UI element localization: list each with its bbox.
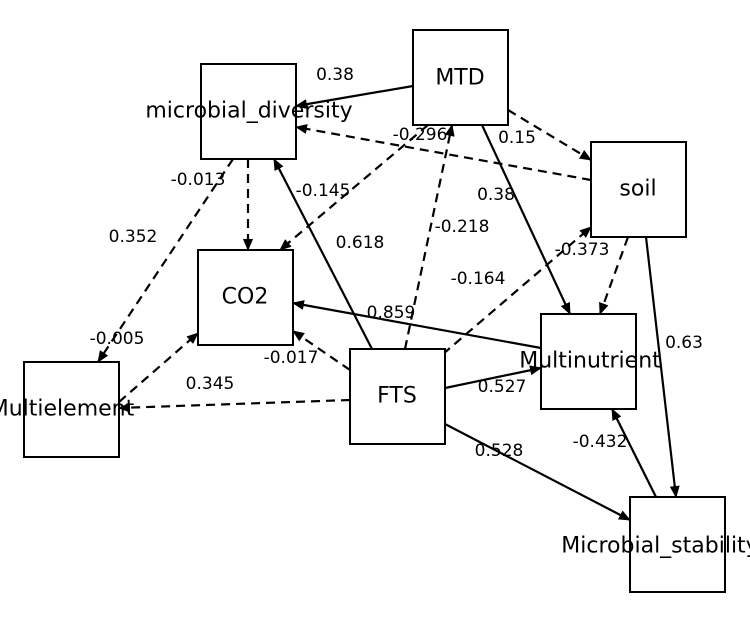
edge-coefficient-label: -0.017 <box>264 348 319 368</box>
node-label: CO2 <box>222 285 269 310</box>
node-mtd: MTD <box>412 29 509 126</box>
node-microbial-stability: Microbial_stability <box>561 496 750 593</box>
edge-multielement-to-co2 <box>118 332 199 403</box>
edge-fts-to-soil <box>442 226 592 355</box>
edge-coefficient-label: -0.432 <box>573 432 628 452</box>
node-soil: soil <box>590 141 687 238</box>
node-box <box>197 249 294 346</box>
edge-coefficient-label: -0.164 <box>451 269 506 289</box>
node-microbial-diversity: microbial_diversity <box>145 63 353 160</box>
node-label: soil <box>619 177 656 202</box>
edge-coefficient-label: 0.618 <box>336 233 385 253</box>
node-box <box>200 63 297 160</box>
edge-mtd-to-microbial-diversity <box>295 84 414 110</box>
edge-fts-to-mtd <box>403 124 455 350</box>
node-box <box>590 141 687 238</box>
edge-soil-to-multinutrient <box>598 236 630 315</box>
edge-mtd-to-soil <box>507 109 592 161</box>
node-label: microbial_diversity <box>145 99 352 124</box>
edge-coefficient-label: -0.296 <box>393 125 448 145</box>
node-fts: FTS <box>349 348 446 445</box>
edge-coefficient-label: 0.15 <box>498 128 536 148</box>
node-co2: CO2 <box>197 249 294 346</box>
node-label: Multielement <box>0 397 135 422</box>
node-multinutrient: Multinutrient <box>519 313 661 410</box>
edge-fts-to-microbial-diversity <box>273 158 373 350</box>
edge-microbial-stability-to-multinutrient <box>611 408 657 498</box>
edge-coefficient-label: 0.38 <box>316 65 354 85</box>
edge-coefficient-label: -0.373 <box>555 240 610 260</box>
edge-soil-to-microbial-stability <box>644 236 680 498</box>
edge-coefficient-label: 0.345 <box>186 374 235 394</box>
edge-coefficient-label: 0.859 <box>367 303 416 323</box>
node-multielement: Multielement <box>0 361 135 458</box>
edge-mtd-to-multinutrient <box>481 124 571 315</box>
node-box <box>412 29 509 126</box>
edge-fts-to-multielement <box>118 398 351 413</box>
node-box <box>540 313 637 410</box>
edge-fts-to-co2 <box>292 330 351 371</box>
edge-fts-to-multinutrient <box>444 365 542 390</box>
edge-coefficient-label: -0.013 <box>171 170 226 190</box>
edge-labels-layer: 0.38 0.15 0.38 -0.296 -0.013 0.352 -0.145 0.618… <box>90 65 703 461</box>
node-label: Microbial_stability <box>561 534 750 559</box>
edge-fts-to-microbial-stability <box>444 423 631 521</box>
edge-coefficient-label: -0.005 <box>90 329 145 349</box>
edge-coefficient-label: 0.352 <box>109 227 158 247</box>
edge-soil-to-microbial-diversity <box>295 124 592 182</box>
node-label: FTS <box>377 384 417 409</box>
edge-coefficient-label: -0.145 <box>296 181 351 201</box>
edge-coefficient-label: 0.38 <box>477 185 515 205</box>
edge-mtd-to-co2 <box>279 124 429 251</box>
node-label: Multinutrient <box>519 349 661 374</box>
edges-layer <box>97 84 680 521</box>
edge-coefficient-label: 0.528 <box>475 441 524 461</box>
node-box <box>629 496 726 593</box>
edge-coefficient-label: 0.527 <box>478 377 527 397</box>
node-label: MTD <box>435 66 484 91</box>
edge-coefficient-label: -0.218 <box>435 217 490 237</box>
node-box <box>349 348 446 445</box>
edge-microbial-diversity-to-multielement <box>97 158 234 363</box>
edge-coefficient-label: 0.63 <box>665 333 703 353</box>
node-box <box>23 361 120 458</box>
edge-multinutrient-to-co2 <box>292 300 542 350</box>
